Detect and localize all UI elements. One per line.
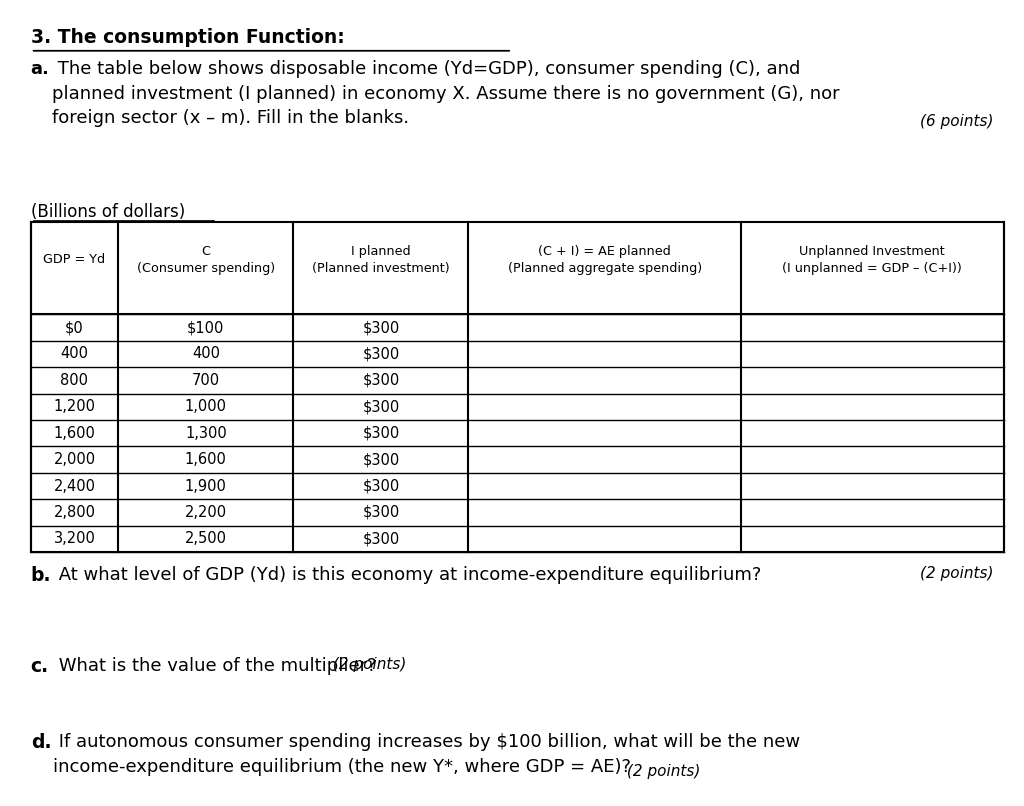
Text: (6 points): (6 points) xyxy=(920,114,993,130)
Text: If autonomous consumer spending increases by $100 billion, what will be the new
: If autonomous consumer spending increase… xyxy=(53,733,801,775)
Text: 2,800: 2,800 xyxy=(53,505,95,520)
Text: $300: $300 xyxy=(362,320,399,335)
Text: C
(Consumer spending): C (Consumer spending) xyxy=(137,245,274,275)
Text: 3,200: 3,200 xyxy=(53,531,95,546)
Text: $300: $300 xyxy=(362,347,399,361)
Text: (2 points): (2 points) xyxy=(622,764,700,779)
Text: $0: $0 xyxy=(66,320,84,335)
Text: 1,600: 1,600 xyxy=(53,426,95,441)
Text: 2,500: 2,500 xyxy=(184,531,227,546)
Text: 1,600: 1,600 xyxy=(185,452,226,467)
Bar xyxy=(31,222,1004,552)
Text: 2,000: 2,000 xyxy=(53,452,95,467)
Text: At what level of GDP (Yd) is this economy at income-expenditure equilibrium?: At what level of GDP (Yd) is this econom… xyxy=(53,566,762,584)
Text: 3. The consumption Function:: 3. The consumption Function: xyxy=(31,28,344,48)
Text: 1,000: 1,000 xyxy=(184,399,227,414)
Text: 700: 700 xyxy=(191,373,220,388)
Text: The table below shows disposable income (Yd=GDP), consumer spending (C), and
pla: The table below shows disposable income … xyxy=(52,60,840,127)
Text: a.: a. xyxy=(31,60,49,78)
Text: (C + I) = AE planned
(Planned aggregate spending): (C + I) = AE planned (Planned aggregate … xyxy=(508,245,701,275)
Text: $300: $300 xyxy=(362,505,399,520)
Text: GDP = Yd: GDP = Yd xyxy=(43,253,105,267)
Text: 2,200: 2,200 xyxy=(184,505,227,520)
Text: c.: c. xyxy=(31,657,49,676)
Text: 800: 800 xyxy=(60,373,88,388)
Text: d.: d. xyxy=(31,733,51,753)
Text: 400: 400 xyxy=(60,347,88,361)
Text: b.: b. xyxy=(31,566,51,585)
Text: $100: $100 xyxy=(187,320,224,335)
Text: (Billions of dollars): (Billions of dollars) xyxy=(31,203,185,221)
Text: Unplanned Investment
(I unplanned = GDP – (C+I)): Unplanned Investment (I unplanned = GDP … xyxy=(782,245,963,275)
Text: 2,400: 2,400 xyxy=(53,479,95,493)
Text: 1,900: 1,900 xyxy=(185,479,226,493)
Text: $300: $300 xyxy=(362,531,399,546)
Text: (2 points): (2 points) xyxy=(920,566,993,581)
Text: $300: $300 xyxy=(362,452,399,467)
Text: $300: $300 xyxy=(362,373,399,388)
Text: 1,300: 1,300 xyxy=(185,426,226,441)
Text: $300: $300 xyxy=(362,426,399,441)
Text: 400: 400 xyxy=(191,347,220,361)
Text: 1,200: 1,200 xyxy=(53,399,95,414)
Text: $300: $300 xyxy=(362,399,399,414)
Text: What is the value of the multiplier?: What is the value of the multiplier? xyxy=(53,657,377,675)
Text: I planned
(Planned investment): I planned (Planned investment) xyxy=(312,245,450,275)
Text: (2 points): (2 points) xyxy=(328,657,407,672)
Text: $300: $300 xyxy=(362,479,399,493)
